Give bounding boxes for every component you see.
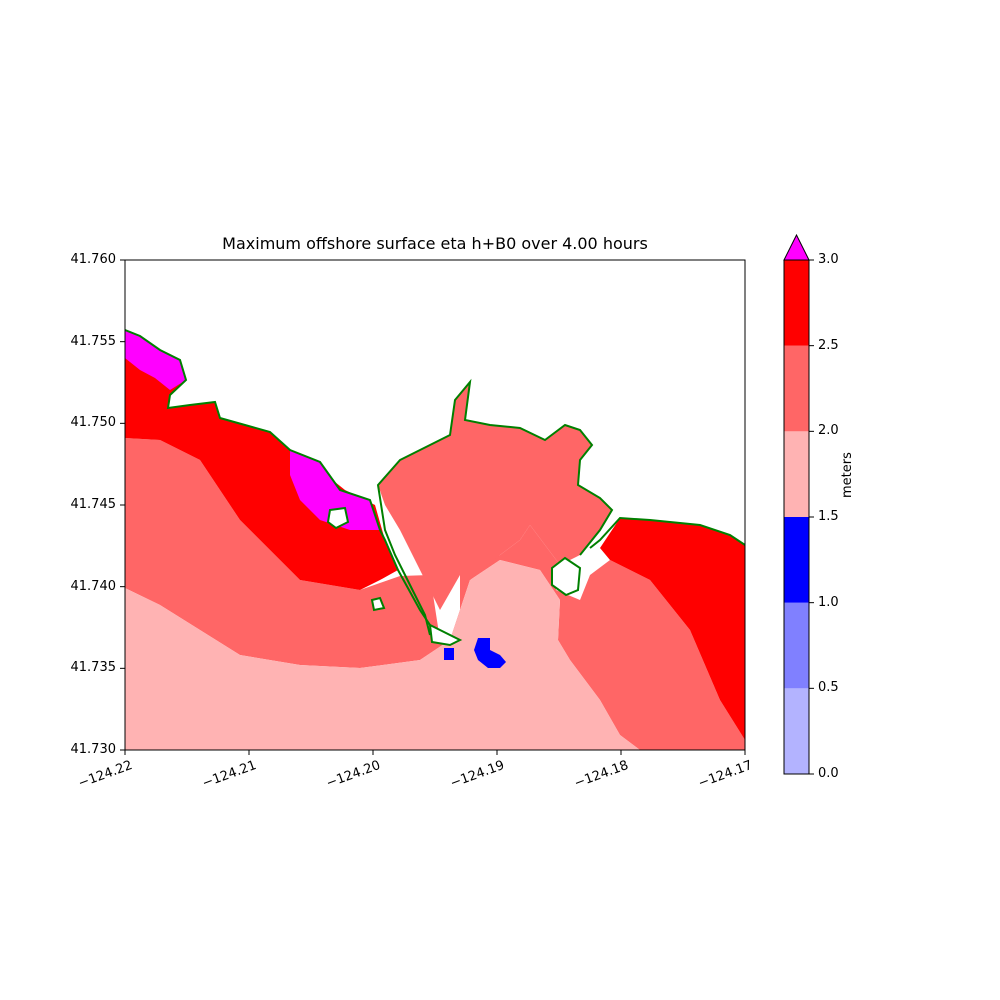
island-land xyxy=(326,506,350,530)
band-over-3.0-north-fill xyxy=(125,330,186,390)
colorbar-label: meters xyxy=(840,452,855,498)
colorbar-extend-triangle xyxy=(783,233,810,261)
band-2.0-2.5-bay-fill xyxy=(378,382,612,610)
y-tick-label: 41.735 xyxy=(70,660,117,676)
shoreline-contour xyxy=(589,516,746,549)
colorbar-swatch xyxy=(784,688,809,774)
colorbar-tick-label: 3.0 xyxy=(818,252,839,267)
y-tick-label: 41.755 xyxy=(70,333,117,349)
colorbar-swatch xyxy=(784,431,809,517)
y-ticks xyxy=(120,259,125,751)
colorbar xyxy=(783,233,814,775)
island-land xyxy=(370,596,386,612)
shoreline-contour xyxy=(124,329,431,626)
band-2.5-3.0-east-fill xyxy=(600,518,745,740)
colorbar-tick-label: 0.0 xyxy=(818,766,839,781)
colorbar-tick-label: 2.5 xyxy=(818,337,839,353)
band-2.0-2.5-fill xyxy=(125,438,745,750)
colorbar-tick-label: 0.5 xyxy=(818,680,839,696)
band-1.0-1.5-fill xyxy=(444,638,506,668)
chart-title: Maximum offshore surface eta h+B0 over 4… xyxy=(222,234,648,253)
colorbar-swatch xyxy=(784,345,809,432)
band-2.5-3.0-west-fill xyxy=(125,330,398,590)
band-1.5-2.0-fill xyxy=(125,560,640,750)
plot-area xyxy=(120,259,746,755)
y-tick-label: 41.730 xyxy=(70,742,117,757)
x-ticks xyxy=(124,750,746,755)
island-land xyxy=(428,623,463,647)
island-land xyxy=(551,556,582,597)
y-tick-label: 41.745 xyxy=(70,497,117,512)
shoreline-contour xyxy=(376,378,614,636)
y-tick-label: 41.750 xyxy=(70,415,117,431)
band-over-3.0-mid-fill xyxy=(290,450,380,530)
y-tick-label: 41.740 xyxy=(70,578,117,594)
colorbar-tick-label: 2.0 xyxy=(818,423,839,439)
colorbar-tick-label: 1.5 xyxy=(818,509,839,524)
colorbar-swatch xyxy=(784,517,809,603)
y-tick-label: 41.760 xyxy=(70,252,117,267)
colorbar-tick-label: 1.0 xyxy=(818,594,839,610)
colorbar-swatch xyxy=(784,260,809,346)
colorbar-swatch xyxy=(784,602,809,689)
